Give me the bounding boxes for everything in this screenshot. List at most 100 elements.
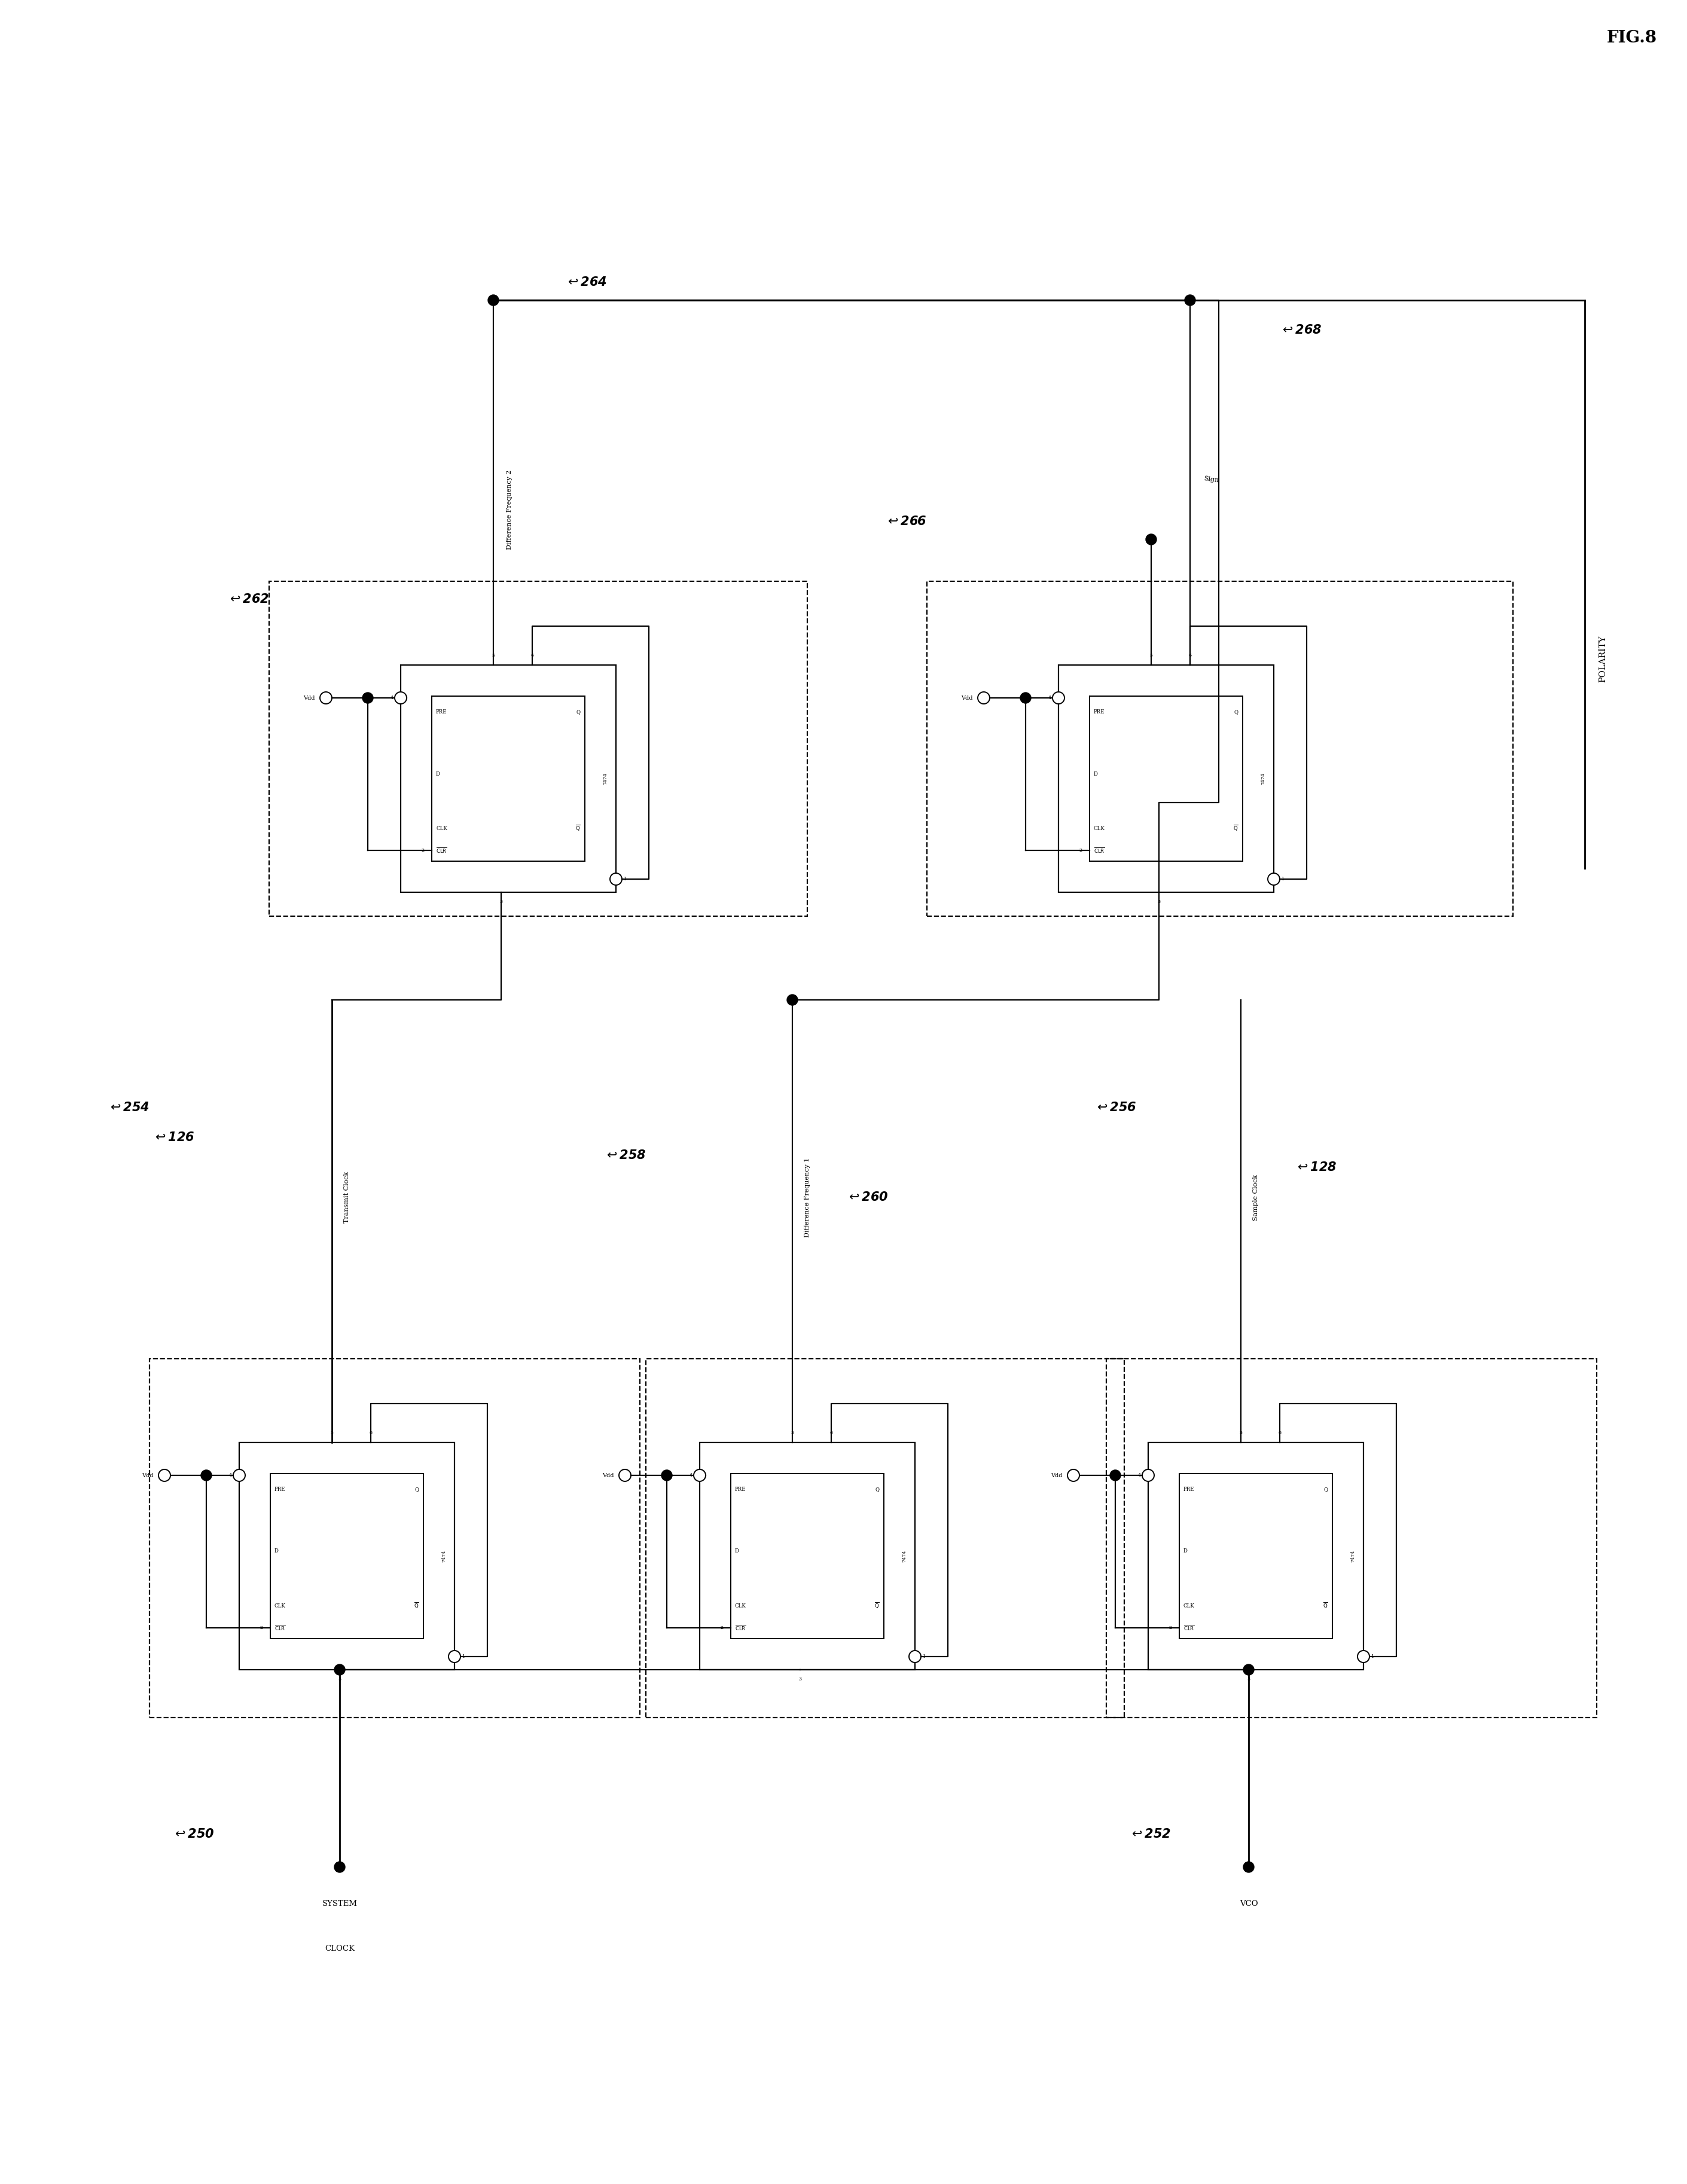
Text: Q: Q bbox=[1324, 1487, 1328, 1492]
Circle shape bbox=[363, 692, 373, 703]
Bar bbox=[1107, 1358, 1596, 1717]
Text: Sign: Sign bbox=[1203, 476, 1220, 483]
Text: 1: 1 bbox=[623, 876, 626, 882]
Text: $\overline{\rm Q}$: $\overline{\rm Q}$ bbox=[575, 823, 580, 832]
Text: POLARITY: POLARITY bbox=[1599, 636, 1606, 681]
Text: Sample Clock: Sample Clock bbox=[1253, 1175, 1259, 1221]
Circle shape bbox=[693, 1470, 705, 1481]
Circle shape bbox=[661, 1470, 671, 1481]
Text: D: D bbox=[736, 1548, 739, 1555]
Text: SYSTEM: SYSTEM bbox=[322, 1900, 358, 1907]
Bar bbox=[730, 1474, 884, 1638]
Text: D: D bbox=[275, 1548, 278, 1555]
Text: Vdd: Vdd bbox=[304, 695, 315, 701]
Bar bbox=[1058, 664, 1274, 893]
Text: Vdd: Vdd bbox=[142, 1472, 154, 1479]
Circle shape bbox=[1243, 1861, 1253, 1872]
Text: $\hookleftarrow$258: $\hookleftarrow$258 bbox=[604, 1149, 646, 1162]
Circle shape bbox=[788, 994, 798, 1005]
Text: Q: Q bbox=[1235, 710, 1238, 714]
Circle shape bbox=[1145, 535, 1157, 544]
Text: 4: 4 bbox=[690, 1472, 692, 1479]
Text: Q: Q bbox=[876, 1487, 879, 1492]
Text: $\hookleftarrow$260: $\hookleftarrow$260 bbox=[847, 1190, 889, 1203]
Text: 5: 5 bbox=[493, 653, 494, 657]
Circle shape bbox=[978, 692, 990, 703]
Text: Q: Q bbox=[577, 710, 580, 714]
Text: 2: 2 bbox=[260, 1625, 263, 1629]
Text: 6: 6 bbox=[830, 1431, 833, 1435]
Bar bbox=[432, 697, 585, 860]
Circle shape bbox=[1358, 1651, 1370, 1662]
Text: $\hookleftarrow$264: $\hookleftarrow$264 bbox=[565, 277, 607, 288]
Text: 1: 1 bbox=[923, 1653, 924, 1660]
Text: $\hookleftarrow$262: $\hookleftarrow$262 bbox=[228, 594, 270, 605]
Text: D: D bbox=[1093, 771, 1098, 778]
Circle shape bbox=[1021, 692, 1031, 703]
Circle shape bbox=[488, 295, 499, 306]
Text: D: D bbox=[435, 771, 440, 778]
Text: $\hookleftarrow$252: $\hookleftarrow$252 bbox=[1129, 1828, 1171, 1841]
Text: PRE: PRE bbox=[1184, 1487, 1194, 1492]
Text: PRE: PRE bbox=[1093, 710, 1105, 714]
Circle shape bbox=[619, 1470, 631, 1481]
Text: CLK: CLK bbox=[1184, 1603, 1194, 1607]
Text: 5: 5 bbox=[791, 1431, 795, 1435]
Text: 6: 6 bbox=[1279, 1431, 1282, 1435]
Text: Transmit Clock: Transmit Clock bbox=[344, 1171, 349, 1223]
Text: $\overline{\rm Q}$: $\overline{\rm Q}$ bbox=[874, 1601, 879, 1610]
Text: 7474: 7474 bbox=[903, 1551, 906, 1562]
Text: 7474: 7474 bbox=[1350, 1551, 1355, 1562]
Bar bbox=[150, 1358, 639, 1717]
Text: 1: 1 bbox=[462, 1653, 464, 1660]
Text: $\hookleftarrow$250: $\hookleftarrow$250 bbox=[172, 1828, 214, 1841]
Text: 3: 3 bbox=[798, 1677, 801, 1682]
Text: Difference Frequency 2: Difference Frequency 2 bbox=[506, 470, 513, 550]
Circle shape bbox=[321, 692, 332, 703]
Bar bbox=[402, 664, 616, 893]
Circle shape bbox=[611, 874, 623, 885]
Circle shape bbox=[334, 1861, 346, 1872]
Text: 2: 2 bbox=[720, 1625, 724, 1629]
Text: D: D bbox=[1184, 1548, 1188, 1555]
Text: 3: 3 bbox=[499, 900, 503, 904]
Text: 3: 3 bbox=[1247, 1677, 1250, 1682]
Text: 4: 4 bbox=[229, 1472, 233, 1479]
Text: 4: 4 bbox=[1139, 1472, 1140, 1479]
Text: $\hookleftarrow$268: $\hookleftarrow$268 bbox=[1280, 323, 1323, 336]
Text: 2: 2 bbox=[1169, 1625, 1172, 1629]
Text: CLK: CLK bbox=[1093, 826, 1105, 830]
Text: Vdd: Vdd bbox=[1051, 1472, 1063, 1479]
Text: 7474: 7474 bbox=[1260, 773, 1265, 784]
Circle shape bbox=[1269, 874, 1280, 885]
Text: 3: 3 bbox=[337, 1677, 341, 1682]
Text: CLK: CLK bbox=[736, 1603, 746, 1607]
Text: 4: 4 bbox=[1048, 695, 1051, 701]
Bar bbox=[270, 1474, 423, 1638]
Bar bbox=[240, 1441, 454, 1671]
Text: $\hookleftarrow$128: $\hookleftarrow$128 bbox=[1294, 1162, 1336, 1173]
Text: 3: 3 bbox=[1157, 900, 1161, 904]
Text: FIG.8: FIG.8 bbox=[1606, 31, 1657, 46]
Text: $\hookleftarrow$266: $\hookleftarrow$266 bbox=[886, 515, 926, 529]
Text: 4: 4 bbox=[390, 695, 393, 701]
Text: $\overline{\rm CLR}$: $\overline{\rm CLR}$ bbox=[1093, 845, 1105, 854]
Text: CLK: CLK bbox=[435, 826, 447, 830]
Text: $\overline{\rm CLR}$: $\overline{\rm CLR}$ bbox=[736, 1623, 746, 1631]
Bar bbox=[1149, 1441, 1363, 1671]
Text: CLK: CLK bbox=[275, 1603, 285, 1607]
Circle shape bbox=[449, 1651, 461, 1662]
Circle shape bbox=[334, 1664, 346, 1675]
Circle shape bbox=[201, 1470, 211, 1481]
Text: $\hookleftarrow$254: $\hookleftarrow$254 bbox=[108, 1101, 150, 1114]
Text: $\overline{\rm Q}$: $\overline{\rm Q}$ bbox=[1323, 1601, 1328, 1610]
Circle shape bbox=[1068, 1470, 1080, 1481]
Text: 5: 5 bbox=[1149, 653, 1152, 657]
Text: 6: 6 bbox=[1189, 653, 1191, 657]
Text: 7474: 7474 bbox=[442, 1551, 445, 1562]
Text: $\overline{\rm Q}$: $\overline{\rm Q}$ bbox=[413, 1601, 418, 1610]
Text: CLOCK: CLOCK bbox=[324, 1944, 354, 1952]
Circle shape bbox=[1110, 1470, 1120, 1481]
Text: PRE: PRE bbox=[736, 1487, 746, 1492]
Text: $\overline{\rm CLR}$: $\overline{\rm CLR}$ bbox=[275, 1623, 285, 1631]
